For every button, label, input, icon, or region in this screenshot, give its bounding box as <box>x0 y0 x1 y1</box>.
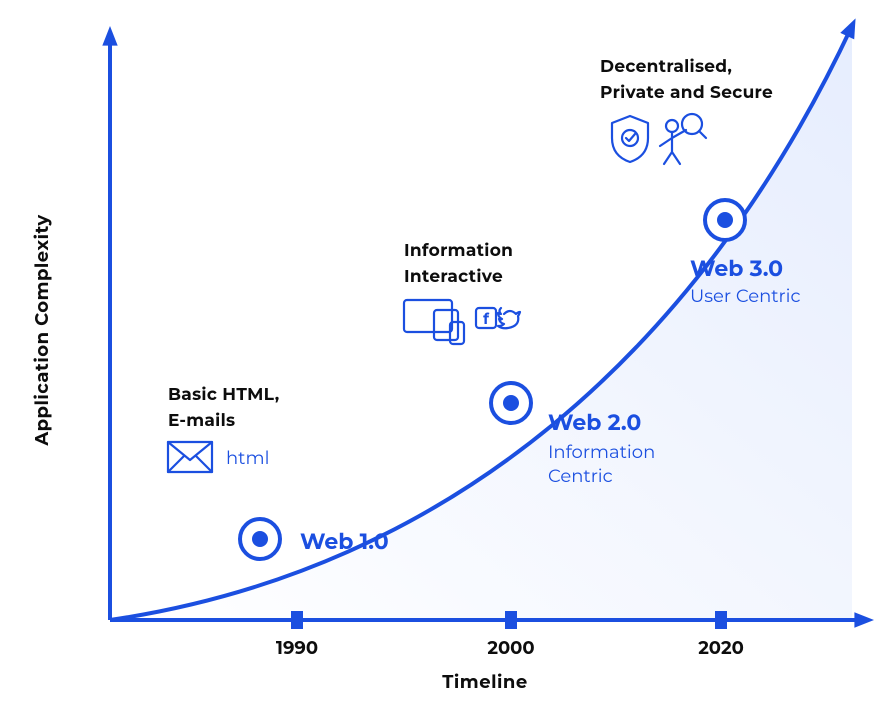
milestone-desc-line: Decentralised, <box>600 57 732 77</box>
milestone-subtitle: User Centric <box>690 285 801 307</box>
svg-text:f: f <box>483 309 490 328</box>
milestone-title: Web 2.0 <box>548 409 641 436</box>
social-icons: f <box>476 308 520 328</box>
mail-icon <box>196 456 212 472</box>
milestone-web1: Basic HTML, E-mails html Web 1.0 <box>168 385 389 559</box>
x-tick-mark <box>505 611 517 629</box>
shield-check-icon <box>612 116 648 162</box>
web3-icons <box>612 114 706 164</box>
web-evolution-chart: 1990 2000 2020 Timeline Application Comple… <box>0 0 895 727</box>
milestone-desc-line: E-mails <box>168 411 235 431</box>
person-search-icon <box>660 114 706 164</box>
milestone-title: Web 3.0 <box>690 255 783 282</box>
curve-arrowhead-icon <box>840 18 855 39</box>
x-axis-label: Timeline <box>442 671 528 693</box>
milestone-marker-inner <box>252 531 268 547</box>
milestone-desc-line: Interactive <box>404 267 503 287</box>
milestone-subtitle: Information <box>548 441 655 463</box>
x-tick-mark <box>715 611 727 629</box>
milestone-title: Web 1.0 <box>300 528 389 555</box>
milestone-desc-line: Basic HTML, <box>168 385 280 405</box>
x-tick-label: 2020 <box>698 637 744 659</box>
milestone-desc-line: Private and Secure <box>600 83 773 103</box>
devices-icon <box>404 300 464 344</box>
x-tick-label: 2000 <box>487 637 534 659</box>
milestone-marker-inner <box>717 212 733 228</box>
x-tick-label: 1990 <box>276 637 318 659</box>
web1-icons: html <box>168 442 269 472</box>
curve-area-fill <box>110 26 852 620</box>
milestone-subtitle: Centric <box>548 465 613 487</box>
milestone-marker-inner <box>503 395 519 411</box>
html-label: html <box>226 447 269 469</box>
x-tick-mark <box>291 611 303 629</box>
milestone-desc-line: Information <box>404 241 513 261</box>
y-axis-label: Application Complexity <box>31 214 53 446</box>
web2-icons: f <box>404 300 520 344</box>
